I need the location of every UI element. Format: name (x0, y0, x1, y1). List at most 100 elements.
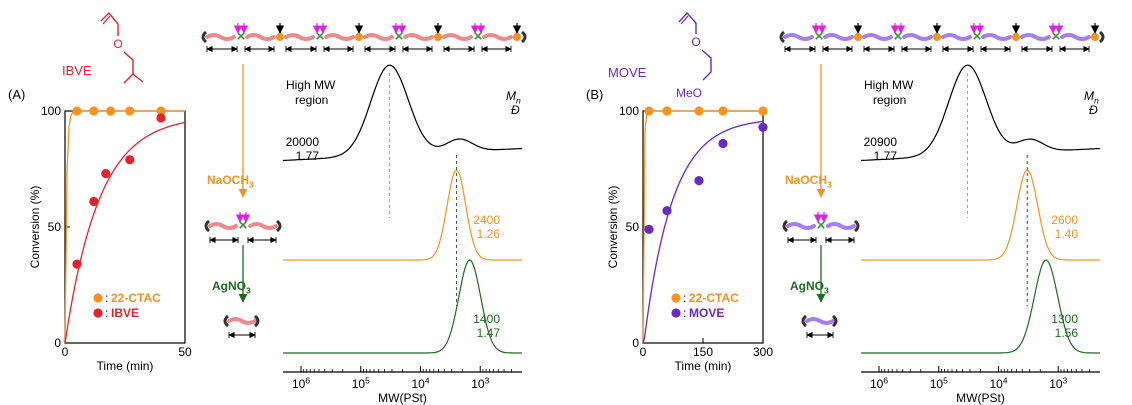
vinyl-bond (100, 11, 119, 36)
monomer-data-point (644, 224, 654, 234)
ctac-data-point (125, 106, 135, 116)
polymer-chain-segment (403, 33, 434, 41)
trace-mn-value: 1300 (1051, 312, 1078, 326)
monomer-data-point (662, 206, 672, 216)
high-mw-label: High MW (864, 78, 914, 92)
y-tick-label: 100 (619, 104, 639, 118)
trace-mn-value: 20900 (864, 135, 898, 149)
polymer-chain-segment (245, 33, 276, 41)
monomer-structure: O MeO MOVE (608, 11, 712, 100)
reagent-naoch3: NaOCH3 (207, 173, 254, 190)
legend-separator: : (105, 291, 108, 305)
legend-marker (671, 308, 681, 318)
chain-end-group (275, 219, 282, 233)
single-block-product (801, 314, 838, 339)
polymer-chain-segment (941, 33, 972, 41)
ctac-data-point (694, 106, 704, 116)
polymer-chain-segment (442, 33, 473, 41)
trace-mn-value: 2400 (473, 213, 500, 227)
single-block-product (223, 314, 260, 339)
sec-x-tick-label: 106 (292, 375, 310, 391)
legend-separator: : (683, 291, 686, 305)
trace-mn-value: 2600 (1051, 213, 1078, 227)
x-tick-label: 150 (693, 345, 713, 359)
legend-label: IBVE (111, 306, 139, 320)
legend-marker (671, 293, 681, 303)
polymer-chain-segment (783, 33, 814, 41)
panel-label: (B) (586, 87, 603, 102)
cleavable-linkage-x: × (474, 28, 483, 45)
sec-x-tick-label: 106 (870, 375, 888, 391)
diblock-intermediate: × (782, 212, 860, 244)
sec-x-tick-label: 103 (471, 375, 489, 391)
monomer-fit-curve (642, 120, 764, 344)
ctac-data-point (106, 106, 116, 116)
vinyl-double-bond (102, 15, 111, 25)
dispersity-header: Đ (1089, 103, 1098, 117)
polymer-chain-segment (208, 222, 238, 230)
x-tick-label: 300 (753, 345, 773, 359)
legend-marker (93, 293, 103, 303)
cleavable-linkage-x: × (237, 28, 246, 45)
kinetics-legend: :22-CTAC: MOVE (671, 291, 739, 320)
x-tick-label: 0 (640, 345, 647, 359)
polymer-chain-segment (862, 33, 893, 41)
ctac-data-point (156, 106, 166, 116)
reagent-agno3: AgNO3 (212, 279, 251, 296)
monomer-data-point (101, 169, 111, 179)
trace-mn-value: 20000 (286, 135, 320, 149)
panel-0: (A) O IBVE × × × × 0 50 0 50 100 Time (min) Conversio… (8, 11, 527, 405)
ctac-unit-dot (434, 33, 442, 41)
cleavable-linkage-x: × (1052, 28, 1061, 45)
sec-x-tick-label: 103 (1049, 375, 1067, 391)
trace-dispersity-value: 1.47 (477, 326, 501, 340)
legend-label: 22-CTAC (111, 291, 161, 305)
sec-trace-2 (283, 259, 522, 354)
chain-end-group (853, 219, 860, 233)
monomer-data-point (694, 176, 704, 186)
chain-end-group (253, 314, 260, 328)
polymer-chain-segment (902, 33, 933, 41)
x-axis-label: Time (min) (675, 359, 732, 373)
chain-end-group (1098, 30, 1105, 44)
ctac-data-point (662, 106, 672, 116)
y-axis-label: Conversion (%) (28, 186, 42, 269)
x-axis-label: Time (min) (97, 359, 154, 373)
ctac-data-point (72, 106, 82, 116)
polymer-chain-segment (284, 33, 315, 41)
monomer-data-point (125, 155, 135, 165)
monomer-data-point (156, 113, 166, 123)
vinyl-double-bond (680, 15, 689, 25)
y-tick-label: 0 (54, 336, 61, 350)
chain-end-group (779, 30, 786, 44)
high-mw-label: region (295, 93, 328, 107)
diblock-intermediate: × (204, 212, 282, 244)
x-tick-label: 0 (62, 345, 69, 359)
chain-end-group (801, 314, 808, 328)
high-mw-label: region (873, 93, 906, 107)
legend-label: 22-CTAC (689, 291, 739, 305)
panel-1: (B) O MeO MOVE × × × × 0 150 300 0 50 100 Time (min) Co… (586, 11, 1105, 405)
trace-dispersity-value: 1.56 (1055, 326, 1079, 340)
sec-trace-0 (860, 64, 1101, 162)
ctac-data-point (718, 106, 728, 116)
sec-x-tick-label: 105 (930, 375, 948, 391)
y-axis-label: Conversion (%) (606, 186, 620, 269)
trace-dispersity-value: 1.26 (477, 227, 501, 241)
chain-end-group (223, 314, 230, 328)
degradation-scheme: NaOCH3 AgNO3 × (782, 64, 860, 339)
ctac-unit-dot (933, 33, 941, 41)
isobutyl-branch (132, 73, 144, 83)
polymer-chain-segment (205, 33, 236, 41)
high-mw-label: High MW (286, 78, 336, 92)
ctac-data-point (644, 106, 654, 116)
polymer-chain-segment (324, 33, 355, 41)
isobutyl-chain (123, 51, 134, 84)
degradation-scheme: NaOCH3 AgNO3 × (204, 64, 282, 339)
ctac-unit-dot (854, 33, 862, 41)
polymer-chain-segment (227, 317, 257, 325)
ethylene-chain (701, 49, 712, 81)
